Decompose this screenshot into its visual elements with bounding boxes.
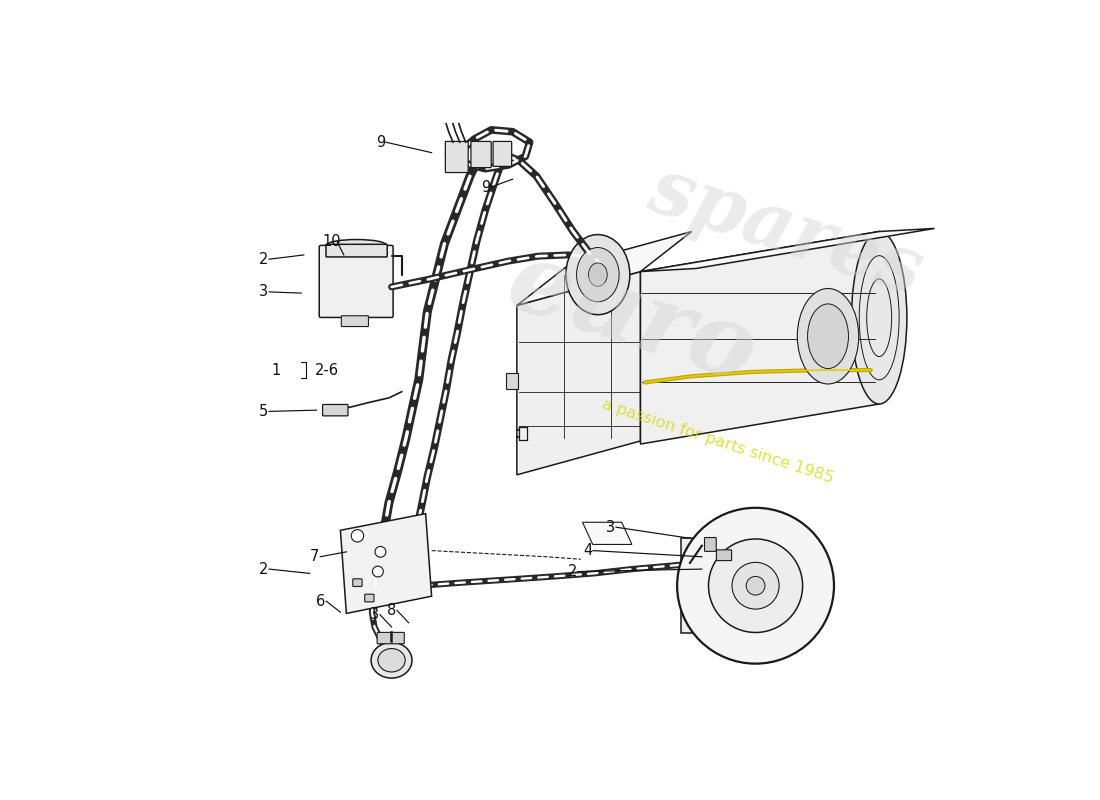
Text: 8: 8: [387, 603, 396, 618]
Polygon shape: [517, 231, 692, 306]
Ellipse shape: [807, 304, 848, 369]
Text: 2-6: 2-6: [315, 362, 339, 378]
Text: 2: 2: [568, 564, 578, 579]
Circle shape: [746, 576, 764, 595]
Polygon shape: [340, 514, 431, 614]
Circle shape: [373, 566, 383, 577]
FancyBboxPatch shape: [319, 246, 393, 318]
Text: euro: euro: [495, 232, 769, 403]
Text: spares: spares: [639, 151, 932, 311]
Ellipse shape: [798, 289, 859, 384]
Text: 9: 9: [481, 180, 490, 194]
FancyBboxPatch shape: [716, 550, 732, 561]
Circle shape: [708, 539, 803, 633]
FancyBboxPatch shape: [506, 373, 518, 389]
Circle shape: [732, 562, 779, 609]
Ellipse shape: [576, 247, 619, 302]
Ellipse shape: [371, 642, 412, 678]
FancyBboxPatch shape: [353, 578, 362, 586]
Polygon shape: [583, 522, 631, 545]
Text: 10: 10: [322, 234, 341, 250]
Text: 9: 9: [376, 134, 385, 150]
Polygon shape: [640, 229, 935, 271]
Circle shape: [678, 508, 834, 664]
FancyBboxPatch shape: [322, 405, 348, 416]
Text: 3: 3: [260, 284, 268, 299]
FancyBboxPatch shape: [493, 142, 512, 166]
Ellipse shape: [327, 239, 386, 250]
Circle shape: [375, 546, 386, 558]
Text: 6: 6: [316, 594, 326, 609]
Text: 3: 3: [606, 520, 615, 534]
FancyBboxPatch shape: [341, 316, 368, 326]
FancyBboxPatch shape: [681, 538, 692, 633]
Ellipse shape: [378, 649, 405, 672]
Text: 3: 3: [370, 607, 379, 622]
Ellipse shape: [565, 234, 630, 314]
FancyBboxPatch shape: [471, 142, 492, 168]
Text: 5: 5: [258, 404, 268, 419]
Ellipse shape: [588, 263, 607, 286]
FancyBboxPatch shape: [704, 538, 716, 551]
Ellipse shape: [851, 231, 906, 404]
Text: 4: 4: [583, 543, 592, 558]
Polygon shape: [640, 231, 879, 444]
Polygon shape: [517, 271, 640, 475]
Text: 7: 7: [310, 550, 319, 564]
FancyBboxPatch shape: [326, 244, 387, 257]
Text: a passion for parts since 1985: a passion for parts since 1985: [600, 396, 835, 486]
Text: 1: 1: [271, 362, 281, 378]
FancyBboxPatch shape: [446, 142, 469, 173]
FancyBboxPatch shape: [365, 594, 374, 602]
FancyBboxPatch shape: [377, 632, 405, 644]
Circle shape: [351, 530, 364, 542]
Text: 2: 2: [258, 562, 268, 577]
Text: 2: 2: [258, 252, 268, 266]
